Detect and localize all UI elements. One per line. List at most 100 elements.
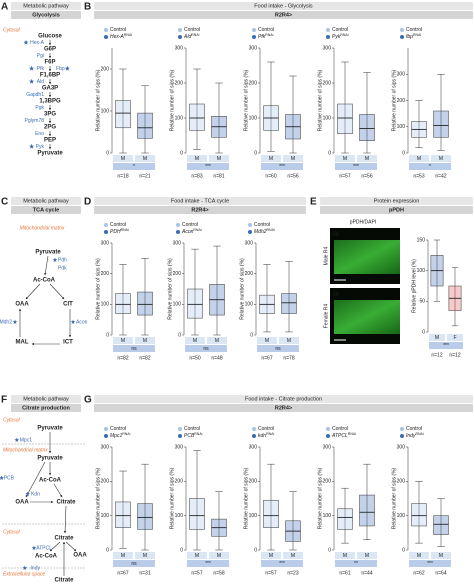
n-label: n=67: [117, 570, 128, 576]
box: [137, 112, 153, 139]
legend-entry: AconRNAi: [181, 228, 202, 235]
n-label: n=12: [431, 352, 442, 358]
y-axis-label: Relative number of sips (%): [239, 258, 245, 320]
y-axis-label: Relative pPDH level (%): [411, 259, 417, 313]
y-tick-label: 0: [106, 547, 109, 553]
label: OAA: [15, 500, 29, 506]
legend-marker: [104, 434, 108, 438]
legend-marker: [252, 434, 256, 438]
n-label: n=60: [265, 173, 276, 179]
label: Metabolic pathway: [23, 3, 69, 9]
label: Citrate: [54, 578, 74, 584]
legend-marker: [104, 427, 108, 431]
y-tick-label: 200: [323, 80, 332, 86]
y-axis-label: Relative number of sips (%): [391, 467, 397, 529]
label: Pgk: [35, 105, 44, 111]
category-band: [135, 155, 155, 162]
header-box: [11, 197, 81, 205]
label: Male R4: [323, 246, 329, 265]
box: [263, 499, 279, 528]
y-tick-label: 100: [175, 513, 184, 519]
n-label: n=57: [191, 570, 202, 576]
box: [433, 110, 449, 138]
label: Fbp: [56, 66, 65, 72]
legend-sup: RNAi: [267, 228, 275, 232]
label: Pyruvate: [37, 151, 63, 157]
category-label: M: [417, 553, 421, 559]
legend-entry: Control: [332, 27, 348, 33]
legend-entry: Control: [184, 27, 200, 33]
header-box: [94, 11, 473, 19]
label: Food intake - Citrate production: [245, 396, 322, 402]
y-tick-label: 100: [173, 302, 182, 308]
box: [411, 503, 427, 527]
y-axis-label: Relative number of sips (%): [317, 467, 323, 529]
legend-name: Control: [406, 426, 422, 432]
legend-name: Ald: [183, 34, 191, 40]
target-star: [70, 319, 76, 324]
header-box: [94, 404, 473, 412]
category-label: M: [343, 553, 347, 559]
label: Pfk: [37, 66, 45, 72]
label: Pdk: [58, 265, 67, 271]
significance: ***: [427, 561, 433, 567]
target-star: [14, 437, 20, 442]
label: ICT: [63, 340, 73, 346]
category-label: M: [269, 553, 273, 559]
y-tick-label: 50: [419, 299, 425, 305]
label: ATPCL: [36, 545, 52, 551]
legend-name: Control: [258, 27, 274, 33]
y-tick-label: 200: [173, 271, 182, 277]
legend-marker: [252, 28, 256, 32]
label: Extracellular space: [3, 571, 45, 577]
y-tick-label: 200: [397, 98, 406, 104]
category-band: [261, 155, 281, 162]
legend-name: Control: [110, 27, 126, 33]
label: 1,3BPG: [39, 99, 61, 105]
legend-marker: [326, 28, 330, 32]
label: Ac-CoA: [33, 278, 56, 284]
category-band: [113, 155, 133, 162]
legend-name: kdn: [258, 433, 266, 439]
significance-band: [335, 560, 377, 567]
y-axis-label: Relative number of sips (%): [243, 467, 249, 529]
header-box: [11, 404, 81, 412]
n-label: n=58: [213, 570, 224, 576]
label: Ac-CoA: [35, 554, 58, 560]
legend-name: Control: [254, 222, 270, 228]
label: A: [1, 2, 8, 13]
n-label: n=23: [287, 570, 298, 576]
category-band: [185, 337, 205, 344]
legend-entry: Control: [258, 27, 274, 33]
y-tick-label: 300: [173, 240, 182, 246]
y-tick-label: 200: [101, 479, 110, 485]
y-tick-label: 200: [323, 479, 332, 485]
significance: ***: [279, 164, 285, 170]
category-band: [207, 337, 227, 344]
label: Metabolic pathway: [23, 198, 69, 204]
label: Hex-A: [30, 40, 45, 46]
tissue: [334, 240, 400, 274]
category-band: [357, 155, 377, 162]
y-axis-label: Relative number of sips (%): [243, 69, 249, 131]
significance-band: [187, 560, 229, 567]
significance-band: [257, 345, 299, 352]
header-box: [94, 206, 306, 214]
category-band: [209, 155, 229, 162]
y-tick-label: 100: [101, 108, 110, 114]
header-box: [11, 206, 81, 214]
legend-sup: RNAi: [265, 33, 273, 37]
y-tick-label: 100: [101, 513, 110, 519]
category-label: M: [143, 338, 147, 344]
label: CIT: [63, 302, 73, 308]
y-tick-label: 300: [101, 444, 110, 450]
label: Kdn: [31, 491, 40, 497]
category-band: [261, 552, 281, 559]
legend-marker: [400, 434, 404, 438]
significance-band: [261, 163, 303, 170]
legend-name: Control: [110, 222, 126, 228]
label: Metabolic pathway: [23, 396, 69, 402]
category-label: M: [121, 338, 125, 344]
legend-sup: RNAi: [191, 33, 199, 37]
y-tick-label: 200: [175, 479, 184, 485]
